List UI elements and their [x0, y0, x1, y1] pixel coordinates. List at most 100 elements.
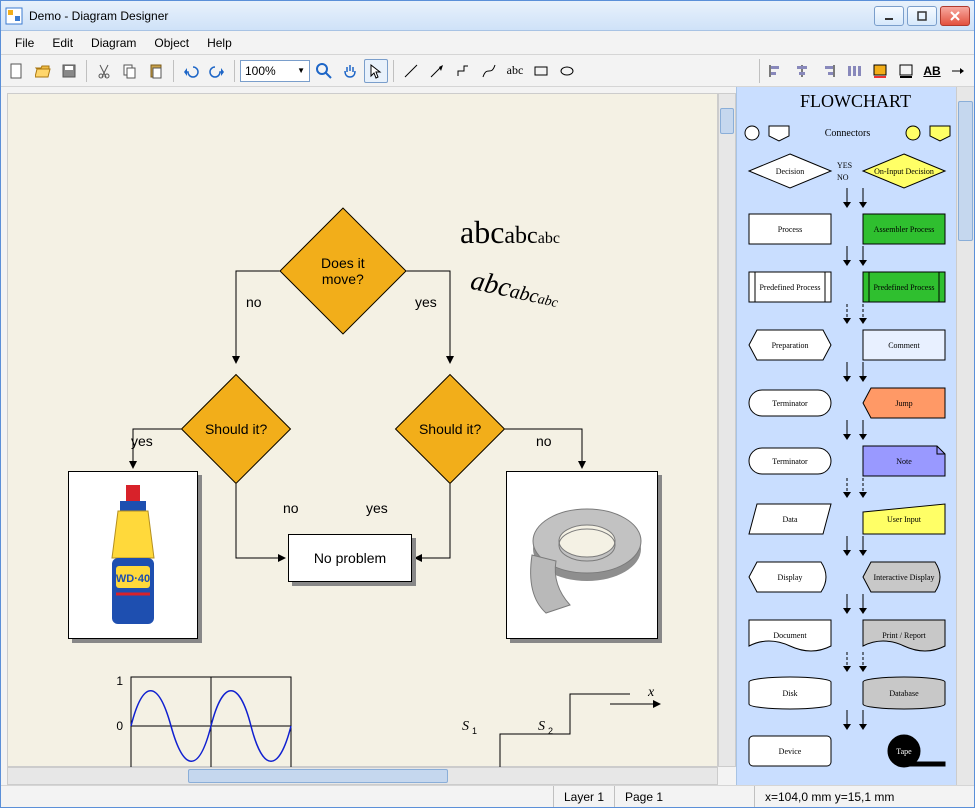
- palette-item-predefined-process[interactable]: Predefined Process: [861, 268, 947, 308]
- menu-diagram[interactable]: Diagram: [83, 34, 144, 52]
- line-tool-button[interactable]: [399, 59, 423, 83]
- pan-tool-button[interactable]: [338, 59, 362, 83]
- svg-text:Note: Note: [896, 457, 912, 466]
- palette-item-document[interactable]: Document: [747, 616, 833, 656]
- palette-item-decision[interactable]: Decision: [747, 152, 833, 192]
- line-color-button[interactable]: [894, 59, 918, 83]
- svg-text:0: 0: [116, 719, 123, 733]
- palette-item-display[interactable]: Display: [747, 558, 833, 598]
- open-button[interactable]: [31, 59, 55, 83]
- status-layer: Layer 1: [553, 786, 614, 807]
- palette-title: FLOWCHART: [737, 87, 974, 116]
- align-left-button[interactable]: [764, 59, 788, 83]
- palette-item-print-report[interactable]: Print / Report: [861, 616, 947, 656]
- close-button[interactable]: [940, 6, 970, 26]
- menu-object[interactable]: Object: [146, 34, 197, 52]
- palette-item-user-input[interactable]: User Input: [861, 500, 947, 540]
- sine-plot[interactable]: 1 0 -1 -10 0 10: [103, 669, 298, 767]
- toolbar: 100%▼ abc AB: [1, 55, 974, 87]
- palette-item-database[interactable]: Database: [861, 674, 947, 714]
- text-format-button[interactable]: AB: [920, 59, 944, 83]
- image-wd40[interactable]: WD·40: [68, 471, 198, 639]
- connector-offpage-icon[interactable]: [767, 124, 791, 142]
- decision-left[interactable]: Should it?: [181, 374, 291, 484]
- free-text-2[interactable]: abcabcabc: [468, 265, 562, 315]
- curve-tool-button[interactable]: [477, 59, 501, 83]
- save-button[interactable]: [57, 59, 81, 83]
- palette-arrow-icon: [841, 710, 853, 732]
- cut-button[interactable]: [92, 59, 116, 83]
- palette-item-process[interactable]: Process: [747, 210, 833, 250]
- image-duct-tape[interactable]: [506, 471, 658, 639]
- status-coords: x=104,0 mm y=15,1 mm: [754, 786, 974, 807]
- palette-item-data[interactable]: Data: [747, 500, 833, 540]
- shape-palette: FLOWCHART ConnectorsDecisionOn-Input Dec…: [736, 87, 974, 785]
- align-center-button[interactable]: [790, 59, 814, 83]
- palette-item-disk[interactable]: Disk: [747, 674, 833, 714]
- palette-item-comment[interactable]: Comment: [861, 326, 947, 366]
- palette-arrow-icon: [841, 304, 853, 326]
- arrow-tool-button[interactable]: [425, 59, 449, 83]
- menu-edit[interactable]: Edit: [44, 34, 81, 52]
- palette-item-on-input-decision[interactable]: On-Input Decision: [861, 152, 947, 192]
- palette-item-device[interactable]: Device: [747, 732, 833, 772]
- new-button[interactable]: [5, 59, 29, 83]
- edge-label: yes: [131, 433, 153, 449]
- connector-circle-icon[interactable]: [743, 124, 761, 142]
- pointer-tool-button[interactable]: [364, 59, 388, 83]
- palette-item-jump[interactable]: Jump: [861, 384, 947, 424]
- free-text-1[interactable]: abcabcabc: [460, 214, 560, 251]
- palette-item-predefined-process[interactable]: Predefined Process: [747, 268, 833, 308]
- copy-button[interactable]: [118, 59, 142, 83]
- rect-tool-button[interactable]: [529, 59, 553, 83]
- canvas-horizontal-scrollbar[interactable]: [7, 767, 718, 785]
- paste-button[interactable]: [144, 59, 168, 83]
- menu-help[interactable]: Help: [199, 34, 240, 52]
- connector-circle-yellow-icon[interactable]: [904, 124, 922, 142]
- text-tool-button[interactable]: abc: [503, 59, 527, 83]
- palette-arrow-icon: [857, 478, 869, 500]
- arrow-style-button[interactable]: [946, 59, 970, 83]
- svg-text:S: S: [462, 719, 469, 734]
- palette-arrow-icon: [857, 536, 869, 558]
- align-right-button[interactable]: [816, 59, 840, 83]
- svg-text:Tape: Tape: [896, 747, 912, 756]
- zoom-select[interactable]: 100%▼: [240, 60, 310, 82]
- palette-item-assembler-process[interactable]: Assembler Process: [861, 210, 947, 250]
- canvas[interactable]: Does it move? Should it? Should it? No p…: [7, 93, 718, 767]
- decision-right[interactable]: Should it?: [395, 374, 505, 484]
- decision-right-label: Should it?: [419, 421, 481, 437]
- process-no-problem[interactable]: No problem: [288, 534, 412, 582]
- minimize-button[interactable]: [874, 6, 904, 26]
- connector-offpage-yellow-icon[interactable]: [928, 124, 952, 142]
- palette-item-terminator[interactable]: Terminator: [747, 442, 833, 482]
- fill-color-button[interactable]: [868, 59, 892, 83]
- palette-item-tape[interactable]: Tape: [861, 732, 947, 772]
- svg-text:2: 2: [548, 726, 553, 736]
- palette-item-note[interactable]: Note: [861, 442, 947, 482]
- svg-text:Database: Database: [889, 689, 919, 698]
- menu-file[interactable]: File: [7, 34, 42, 52]
- undo-button[interactable]: [179, 59, 203, 83]
- palette-arrow-icon: [857, 420, 869, 442]
- decision-root-label: Does it move?: [321, 255, 365, 287]
- step-plot[interactable]: x S1 S2 x = 0: [430, 674, 670, 767]
- palette-item-interactive-display[interactable]: Interactive Display: [861, 558, 947, 598]
- svg-text:Predefined Process: Predefined Process: [759, 283, 820, 292]
- palette-scrollbar[interactable]: [956, 87, 974, 785]
- svg-text:1: 1: [116, 674, 123, 688]
- palette-arrow-icon: [857, 246, 869, 268]
- connector-tool-button[interactable]: [451, 59, 475, 83]
- canvas-vertical-scrollbar[interactable]: [718, 93, 736, 767]
- maximize-button[interactable]: [907, 6, 937, 26]
- svg-text:Terminator: Terminator: [772, 457, 808, 466]
- ellipse-tool-button[interactable]: [555, 59, 579, 83]
- palette-item-terminator[interactable]: Terminator: [747, 384, 833, 424]
- palette-item-preparation[interactable]: Preparation: [747, 326, 833, 366]
- zoom-tool-button[interactable]: [312, 59, 336, 83]
- palette-arrow-icon: [841, 362, 853, 384]
- distribute-button[interactable]: [842, 59, 866, 83]
- svg-text:1: 1: [472, 726, 477, 736]
- decision-root[interactable]: Does it move?: [279, 207, 406, 334]
- redo-button[interactable]: [205, 59, 229, 83]
